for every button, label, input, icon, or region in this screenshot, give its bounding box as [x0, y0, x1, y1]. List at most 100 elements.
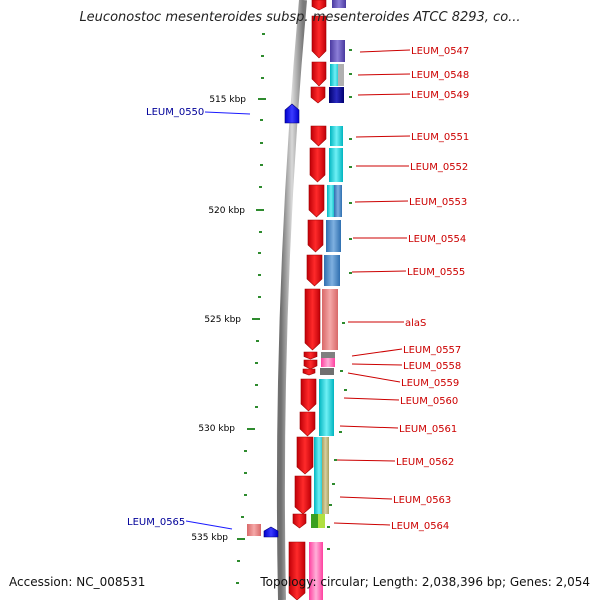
gene-label: alaS [405, 318, 426, 329]
minor-tick [327, 526, 330, 528]
genome-backbone [276, 0, 307, 601]
cog-box [309, 542, 323, 600]
minor-tick [261, 55, 264, 57]
forward-gene-arrow [309, 147, 326, 183]
scale-label: 530 kbp [198, 424, 235, 434]
forward-gene-arrow [310, 125, 327, 147]
gene-label: LEUM_0550 [146, 107, 204, 118]
minor-tick [262, 33, 265, 35]
minor-tick [256, 340, 259, 342]
forward-gene-arrow [302, 368, 316, 376]
gene-label: LEUM_0560 [400, 396, 458, 407]
forward-gene-arrow [299, 411, 316, 437]
forward-strand-genes [288, 0, 327, 601]
minor-tick [244, 494, 247, 496]
forward-gene-arrow [296, 436, 314, 475]
gene-label: LEUM_0548 [411, 70, 469, 81]
cog-box [329, 148, 343, 182]
label-leader-line [343, 397, 400, 401]
label-leader-line [359, 49, 411, 53]
cog-box [311, 514, 319, 528]
gene-label: LEUM_0554 [408, 234, 466, 245]
label-leader-line [357, 73, 411, 76]
minor-tick [255, 406, 258, 408]
cog-box [324, 255, 340, 286]
minor-tick [349, 138, 352, 140]
gene-label: LEUM_0557 [403, 345, 461, 356]
label-leader-line [185, 520, 233, 530]
gene-label: LEUM_0549 [411, 90, 469, 101]
cog-box [330, 40, 345, 62]
minor-tick [332, 483, 335, 485]
cog-box [330, 126, 343, 146]
gene-label: LEUM_0565 [127, 517, 185, 528]
gene-label: LEUM_0547 [411, 46, 469, 57]
minor-tick [339, 431, 342, 433]
forward-gene-arrow [294, 475, 312, 515]
minor-tick [237, 560, 240, 562]
minor-tick [260, 164, 263, 166]
forward-gene-arrow [306, 254, 323, 287]
minor-tick [258, 252, 261, 254]
forward-gene-arrow [310, 86, 326, 104]
minor-tick [236, 582, 239, 584]
cog-box [314, 437, 324, 514]
cog-box [332, 0, 346, 8]
label-leader-line [347, 372, 401, 383]
cog-box [326, 220, 341, 252]
cog-box [321, 358, 335, 367]
reverse-strand-genes [247, 103, 300, 538]
forward-gene-arrow [292, 513, 307, 529]
reverse-gene-arrow [284, 103, 300, 124]
scale-ticks [236, 33, 352, 584]
scale-label: 520 kbp [208, 206, 245, 216]
cog-box [322, 437, 329, 514]
label-leader-line [354, 200, 409, 203]
label-leader-line [351, 363, 403, 366]
minor-tick [244, 472, 247, 474]
cog-box [320, 368, 334, 375]
forward-gene-arrow [288, 541, 306, 601]
forward-gene-arrow [311, 61, 327, 87]
forward-gene-arrow [311, 15, 327, 59]
accession-text: Accession: NC_008531 [9, 575, 146, 589]
cog-box [322, 289, 338, 350]
major-tick [258, 98, 266, 100]
cog-box [334, 185, 342, 217]
gene-label: LEUM_0561 [399, 424, 457, 435]
gene-label: LEUM_0562 [396, 457, 454, 468]
gene-label: LEUM_0559 [401, 378, 459, 389]
label-leader-line [204, 111, 251, 115]
minor-tick [241, 516, 244, 518]
minor-tick [334, 459, 337, 461]
major-tick [252, 318, 260, 320]
scale-labels: 515 kbp 520 kbp 525 kbp 530 kbp 535 kbp [191, 95, 246, 543]
gene-label: LEUM_0563 [393, 495, 451, 506]
major-tick [256, 209, 264, 211]
gene-label: LEUM_0553 [409, 197, 467, 208]
major-tick [247, 428, 255, 430]
forward-gene-arrow [303, 351, 318, 360]
major-tick [237, 538, 245, 540]
cog-box [318, 514, 325, 528]
scale-label: 525 kbp [204, 315, 241, 325]
forward-gene-arrow [303, 359, 318, 370]
cog-box [327, 185, 335, 217]
label-leader-line [339, 425, 399, 429]
minor-tick [260, 142, 263, 144]
label-leader-line [351, 348, 403, 357]
cog-box [338, 64, 344, 86]
minor-tick [349, 272, 352, 274]
label-leader-line [351, 270, 407, 273]
label-leader-line [336, 459, 396, 462]
topology-summary: Topology: circular; Length: 2,038,396 bp… [260, 575, 590, 589]
minor-tick [255, 362, 258, 364]
minor-tick [342, 322, 345, 324]
gene-label: LEUM_0551 [411, 132, 469, 143]
forward-gene-arrow [300, 378, 317, 412]
minor-tick [349, 73, 352, 75]
forward-gene-arrow [308, 184, 325, 218]
label-leader-line [355, 135, 411, 138]
